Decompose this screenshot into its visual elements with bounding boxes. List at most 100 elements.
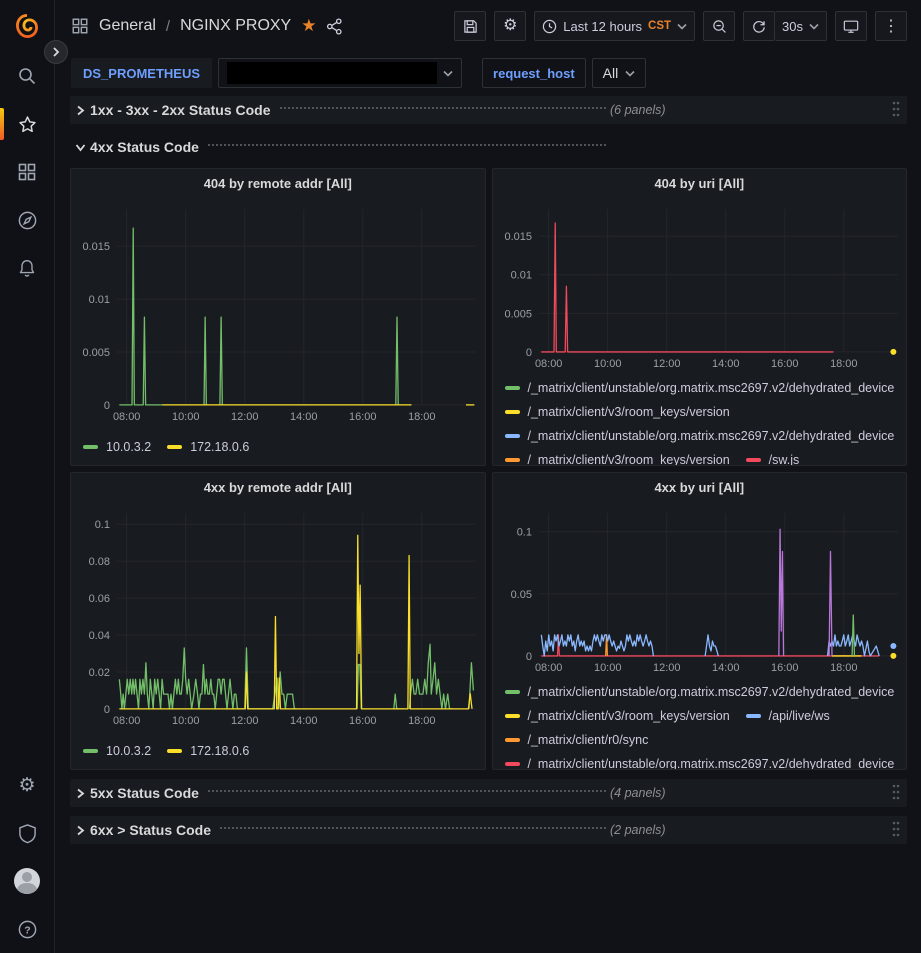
sidebar: ⚙ ? bbox=[0, 0, 55, 953]
legend-item[interactable]: /_matrix/client/unstable/org.matrix.msc2… bbox=[505, 757, 895, 769]
legend-item[interactable]: /_matrix/client/unstable/org.matrix.msc2… bbox=[505, 381, 895, 395]
legend-label: /api/live/ws bbox=[769, 709, 830, 723]
panel-legend: 10.0.3.2 172.18.0.6 bbox=[71, 427, 485, 459]
sidebar-item-dashboards[interactable] bbox=[0, 148, 55, 196]
row-drag-handle[interactable] bbox=[891, 820, 901, 843]
breadcrumb: General / NGINX PROXY ★ bbox=[71, 16, 343, 36]
bell-icon bbox=[17, 258, 37, 278]
svg-text:0.015: 0.015 bbox=[82, 241, 109, 253]
refresh-button[interactable] bbox=[743, 11, 775, 41]
legend-item[interactable]: /_matrix/client/r0/sync bbox=[505, 733, 649, 747]
legend-item[interactable]: /_matrix/client/unstable/org.matrix.msc2… bbox=[505, 429, 895, 443]
variable-label-request-host[interactable]: request_host bbox=[482, 58, 586, 88]
svg-text:0.005: 0.005 bbox=[82, 347, 109, 359]
svg-text:0.02: 0.02 bbox=[89, 667, 110, 679]
refresh-interval-picker[interactable]: 30s bbox=[775, 11, 827, 41]
timeseries-chart[interactable]: 00.020.040.060.080.108:0010:0012:0014:00… bbox=[71, 501, 485, 731]
legend-swatch-icon bbox=[505, 410, 520, 414]
chevron-right-icon bbox=[70, 825, 90, 836]
legend-item[interactable]: /sw.js bbox=[746, 453, 800, 465]
row-dots bbox=[208, 144, 606, 146]
svg-text:0.1: 0.1 bbox=[516, 527, 531, 539]
row-6xx[interactable]: 6xx > Status Code (2 panels) bbox=[70, 816, 907, 844]
legend-label: /_matrix/client/unstable/org.matrix.msc2… bbox=[528, 429, 895, 443]
variable-value-ds-prometheus[interactable] bbox=[218, 58, 462, 88]
svg-text:10:00: 10:00 bbox=[172, 411, 199, 423]
legend-label: /sw.js bbox=[769, 453, 800, 465]
legend-swatch-icon bbox=[505, 738, 520, 742]
sidebar-item-help[interactable]: ? bbox=[0, 905, 55, 953]
legend-item[interactable]: /_matrix/client/unstable/org.matrix.msc2… bbox=[505, 685, 895, 699]
panel-title[interactable]: 4xx by remote addr [All] bbox=[71, 473, 485, 501]
variable-value-request-host[interactable]: All bbox=[592, 58, 647, 88]
legend-item[interactable]: /api/live/ws bbox=[746, 709, 830, 723]
panel-title[interactable]: 4xx by uri [All] bbox=[493, 473, 907, 501]
time-range-picker[interactable]: Last 12 hours CST bbox=[534, 11, 695, 41]
sidebar-expand-button[interactable] bbox=[44, 40, 68, 64]
favorite-star-icon[interactable]: ★ bbox=[301, 16, 316, 36]
svg-text:14:00: 14:00 bbox=[290, 411, 317, 423]
legend-item[interactable]: 172.18.0.6 bbox=[167, 744, 249, 758]
sidebar-item-explore[interactable] bbox=[0, 196, 55, 244]
star-icon bbox=[17, 114, 38, 135]
legend-item[interactable]: 10.0.3.2 bbox=[83, 440, 151, 454]
grafana-logo-icon bbox=[13, 12, 41, 40]
chevron-down-icon bbox=[809, 23, 819, 30]
legend-swatch-icon bbox=[505, 434, 520, 438]
save-button[interactable] bbox=[454, 11, 486, 41]
row-drag-handle[interactable] bbox=[891, 783, 901, 806]
sidebar-item-server-admin[interactable] bbox=[0, 809, 55, 857]
row-title: 1xx - 3xx - 2xx Status Code bbox=[90, 102, 271, 118]
legend-item[interactable]: /_matrix/client/v3/room_keys/version bbox=[505, 453, 730, 465]
svg-text:14:00: 14:00 bbox=[712, 662, 739, 674]
legend-item[interactable]: 10.0.3.2 bbox=[83, 744, 151, 758]
variable-value-text: All bbox=[603, 65, 619, 81]
row-5xx[interactable]: 5xx Status Code (4 panels) bbox=[70, 779, 907, 807]
series-line bbox=[409, 644, 452, 709]
variable-label-ds-prometheus[interactable]: DS_PROMETHEUS bbox=[71, 58, 212, 88]
sidebar-item-starred[interactable] bbox=[0, 100, 55, 148]
legend-label: /_matrix/client/unstable/org.matrix.msc2… bbox=[528, 685, 895, 699]
breadcrumb-section[interactable]: General bbox=[99, 17, 156, 35]
series-line bbox=[852, 615, 854, 656]
timeseries-chart[interactable]: 00.0050.010.01508:0010:0012:0014:0016:00… bbox=[493, 197, 907, 374]
legend-item[interactable]: /_matrix/client/v3/room_keys/version bbox=[505, 709, 730, 723]
legend-swatch-icon bbox=[505, 714, 520, 718]
legend-label: 10.0.3.2 bbox=[106, 440, 151, 454]
legend-label: /_matrix/client/unstable/org.matrix.msc2… bbox=[528, 381, 895, 395]
row-header: 4xx Status Code bbox=[70, 139, 610, 155]
row-dots bbox=[220, 827, 606, 829]
panel-title[interactable]: 404 by uri [All] bbox=[493, 169, 907, 197]
legend-item[interactable]: 172.18.0.6 bbox=[167, 440, 249, 454]
legend-row: /_matrix/client/unstable/org.matrix.msc2… bbox=[505, 424, 897, 448]
legend-item[interactable]: /_matrix/client/v3/room_keys/version bbox=[505, 405, 730, 419]
header: General / NGINX PROXY ★ ⚙ Last 12 hours … bbox=[55, 0, 921, 52]
row-drag-handle[interactable] bbox=[891, 100, 901, 123]
panel-title[interactable]: 404 by remote addr [All] bbox=[71, 169, 485, 197]
timeseries-chart[interactable]: 00.050.108:0010:0012:0014:0016:0018:00 bbox=[493, 501, 907, 678]
row-4xx[interactable]: 4xx Status Code bbox=[70, 133, 907, 161]
chevron-down-icon bbox=[625, 70, 635, 77]
zoom-out-button[interactable] bbox=[703, 11, 735, 41]
shield-icon bbox=[18, 823, 37, 844]
cycle-view-mode-button[interactable] bbox=[835, 11, 867, 41]
dashboards-grid-icon bbox=[71, 17, 89, 35]
sidebar-item-configuration[interactable]: ⚙ bbox=[0, 761, 55, 809]
dashboard-settings-button[interactable]: ⚙ bbox=[494, 11, 526, 41]
svg-text:10:00: 10:00 bbox=[593, 358, 620, 370]
svg-text:0.04: 0.04 bbox=[89, 630, 110, 642]
timeseries-chart[interactable]: 00.0050.010.01508:0010:0012:0014:0016:00… bbox=[71, 197, 485, 427]
sidebar-item-profile[interactable] bbox=[0, 857, 55, 905]
more-options-button[interactable]: ⋮ bbox=[875, 11, 907, 41]
legend-swatch-icon bbox=[505, 690, 520, 694]
row-header: 5xx Status Code bbox=[70, 785, 610, 801]
share-icon[interactable] bbox=[326, 18, 343, 35]
row-1xx-3xx-2xx[interactable]: 1xx - 3xx - 2xx Status Code (6 panels) bbox=[70, 96, 907, 124]
row-panel-count: (6 panels) bbox=[610, 103, 666, 117]
svg-text:16:00: 16:00 bbox=[349, 411, 376, 423]
sidebar-item-alerting[interactable] bbox=[0, 244, 55, 292]
svg-text:08:00: 08:00 bbox=[534, 358, 561, 370]
series-line bbox=[705, 635, 718, 656]
svg-text:16:00: 16:00 bbox=[771, 358, 798, 370]
avatar bbox=[14, 868, 40, 894]
